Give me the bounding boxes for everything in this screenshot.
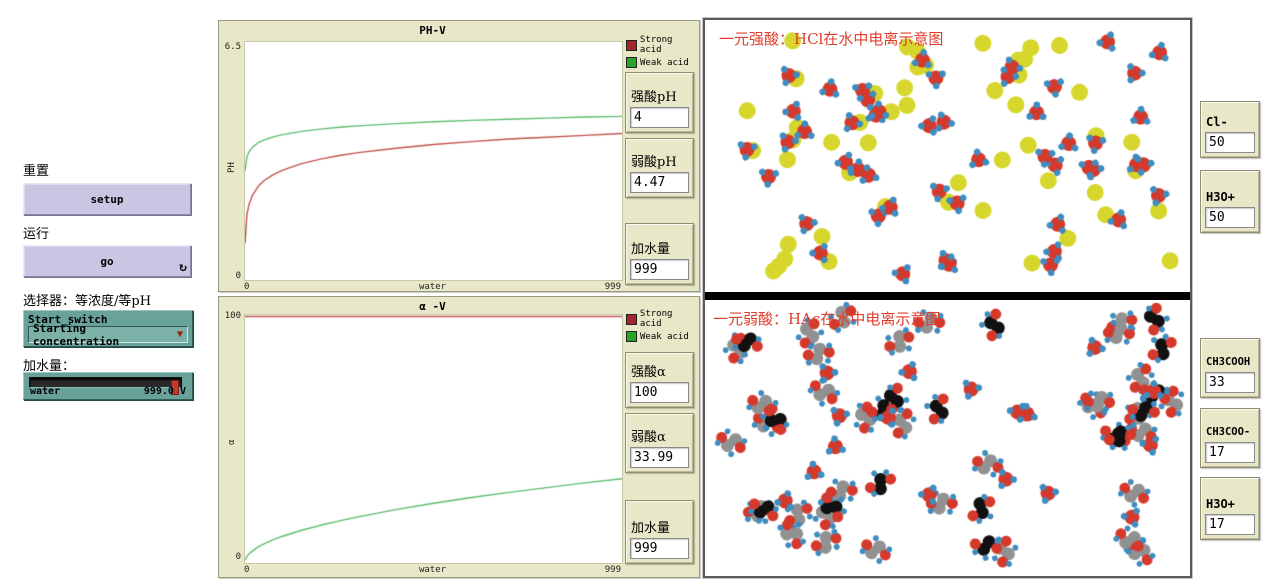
monitor-label: H3O+ — [1206, 497, 1235, 511]
slider-name: water — [30, 386, 61, 397]
monitor-label: 强酸pH — [631, 90, 677, 105]
monitor-label: CH3COOH — [1206, 356, 1251, 368]
ph-plot-canvas — [244, 41, 623, 281]
plot-alpha-v: α -V 100 α 0 0 water 999 Strong acid Wea… — [218, 296, 700, 578]
monitor-water-added-2: 加水量 999 — [625, 500, 694, 564]
alpha-plot-canvas — [244, 314, 623, 564]
monitor-value: 100 — [630, 382, 689, 403]
legend-strong-acid: Strong acid — [639, 309, 673, 329]
strong-acid-swatch — [626, 313, 637, 325]
weak-acid-view-title: 一元弱酸：HAc在水中电离示意图 — [713, 310, 941, 328]
ph-ymax-tick: 6.5 — [224, 42, 241, 52]
alpha-xmax-tick: 999 — [604, 565, 621, 575]
slider-value: 999.0 V — [143, 386, 186, 397]
monitor-value: 999 — [630, 538, 689, 559]
ph-xlabel: water — [418, 282, 447, 292]
alpha-legend: Strong acid Weak acid — [626, 309, 699, 342]
legend-weak-acid: Weak acid — [640, 57, 689, 68]
alpha-ymin-tick: 0 — [235, 552, 241, 562]
legend-weak-acid: Weak acid — [640, 331, 689, 342]
monitor-value: 50 — [1205, 132, 1255, 153]
start-switch-chooser[interactable]: Start_switch Starting concentration ▼ — [23, 310, 193, 348]
monitor-value: 33 — [1205, 372, 1255, 393]
monitor-value: 4.47 — [630, 172, 689, 193]
ph-ylabel: PH — [227, 162, 237, 173]
weak-acid-swatch — [626, 331, 637, 342]
strong-acid-view-title: 一元强酸：HCl在水中电离示意图 — [719, 30, 944, 48]
monitor-strong-acid-ph: 强酸pH 4 — [625, 72, 694, 133]
monitor-weak-acid-alpha: 弱酸α 33.99 — [625, 413, 694, 473]
monitor-label: Cl- — [1206, 115, 1228, 129]
alpha-xlabel: water — [418, 565, 447, 575]
monitor-value: 33.99 — [630, 447, 689, 468]
alpha-ymax-tick: 100 — [224, 311, 241, 321]
monitor-label: H3O+ — [1206, 190, 1235, 204]
water-amount-label: 加水量： — [23, 359, 76, 374]
monitor-label: 强酸α — [631, 365, 666, 380]
ph-xmax-tick: 999 — [604, 282, 621, 292]
chevron-down-icon: ▼ — [176, 329, 183, 340]
ph-ymin-tick: 0 — [235, 271, 241, 281]
chooser-label: 选择器：等浓度/等pH — [23, 294, 152, 309]
plot-ph-v: PH-V 6.5 PH 0 0 water 999 Strong acid We… — [218, 20, 700, 292]
slider-handle[interactable] — [171, 380, 179, 395]
chooser-name: Start_switch — [28, 313, 108, 326]
monitor-h3o-weak: H3O+ 17 — [1200, 477, 1260, 540]
monitor-value: 4 — [630, 107, 689, 128]
monitor-label: 加水量 — [631, 521, 671, 536]
monitor-h3o-strong: H3O+ 50 — [1200, 170, 1260, 233]
reset-label: 重置 — [23, 164, 50, 179]
slider-track[interactable] — [29, 377, 182, 395]
monitor-ch3coo-ion: CH3COO- 17 — [1200, 408, 1260, 468]
chooser-selected-option[interactable]: Starting concentration ▼ — [28, 322, 188, 348]
monitor-label: 加水量 — [631, 242, 671, 257]
go-button-label: go — [100, 254, 114, 268]
monitor-ch3cooh: CH3COOH 33 — [1200, 338, 1260, 398]
alpha-ylabel: α — [227, 439, 237, 445]
go-button[interactable]: go ↻ — [23, 245, 191, 277]
water-slider[interactable]: water 999.0 V — [23, 372, 193, 400]
monitor-value: 17 — [1205, 442, 1255, 463]
monitor-value: 999 — [630, 259, 689, 280]
monitor-weak-acid-ph: 弱酸pH 4.47 — [625, 138, 694, 198]
alpha-xmin-tick: 0 — [244, 565, 250, 575]
run-label: 运行 — [23, 227, 50, 242]
monitor-cl-ion: Cl- 50 — [1200, 101, 1260, 158]
plot-alpha-title: α -V — [419, 300, 446, 313]
plot-ph-title: PH-V — [419, 24, 446, 37]
legend-strong-acid: Strong acid — [639, 35, 673, 55]
view-divider — [705, 292, 1190, 300]
monitor-value: 17 — [1205, 514, 1255, 535]
strong-acid-swatch — [626, 39, 637, 51]
setup-button-label: setup — [90, 192, 124, 206]
monitor-label: 弱酸α — [631, 430, 666, 445]
monitor-label: CH3COO- — [1206, 426, 1251, 438]
forever-icon: ↻ — [179, 260, 187, 275]
setup-button[interactable]: setup — [23, 183, 191, 215]
monitor-strong-acid-alpha: 强酸α 100 — [625, 352, 694, 408]
weak-acid-swatch — [626, 57, 637, 68]
ph-xmin-tick: 0 — [244, 282, 250, 292]
monitor-water-added-1: 加水量 999 — [625, 223, 694, 285]
world-view: 一元强酸：HCl在水中电离示意图 一元弱酸：HAc在水中电离示意图 — [703, 18, 1192, 578]
chooser-selected-text: Starting concentration — [33, 321, 120, 348]
monitor-value: 50 — [1205, 207, 1255, 228]
ph-legend: Strong acid Weak acid — [626, 35, 699, 68]
monitor-label: 弱酸pH — [631, 155, 677, 170]
